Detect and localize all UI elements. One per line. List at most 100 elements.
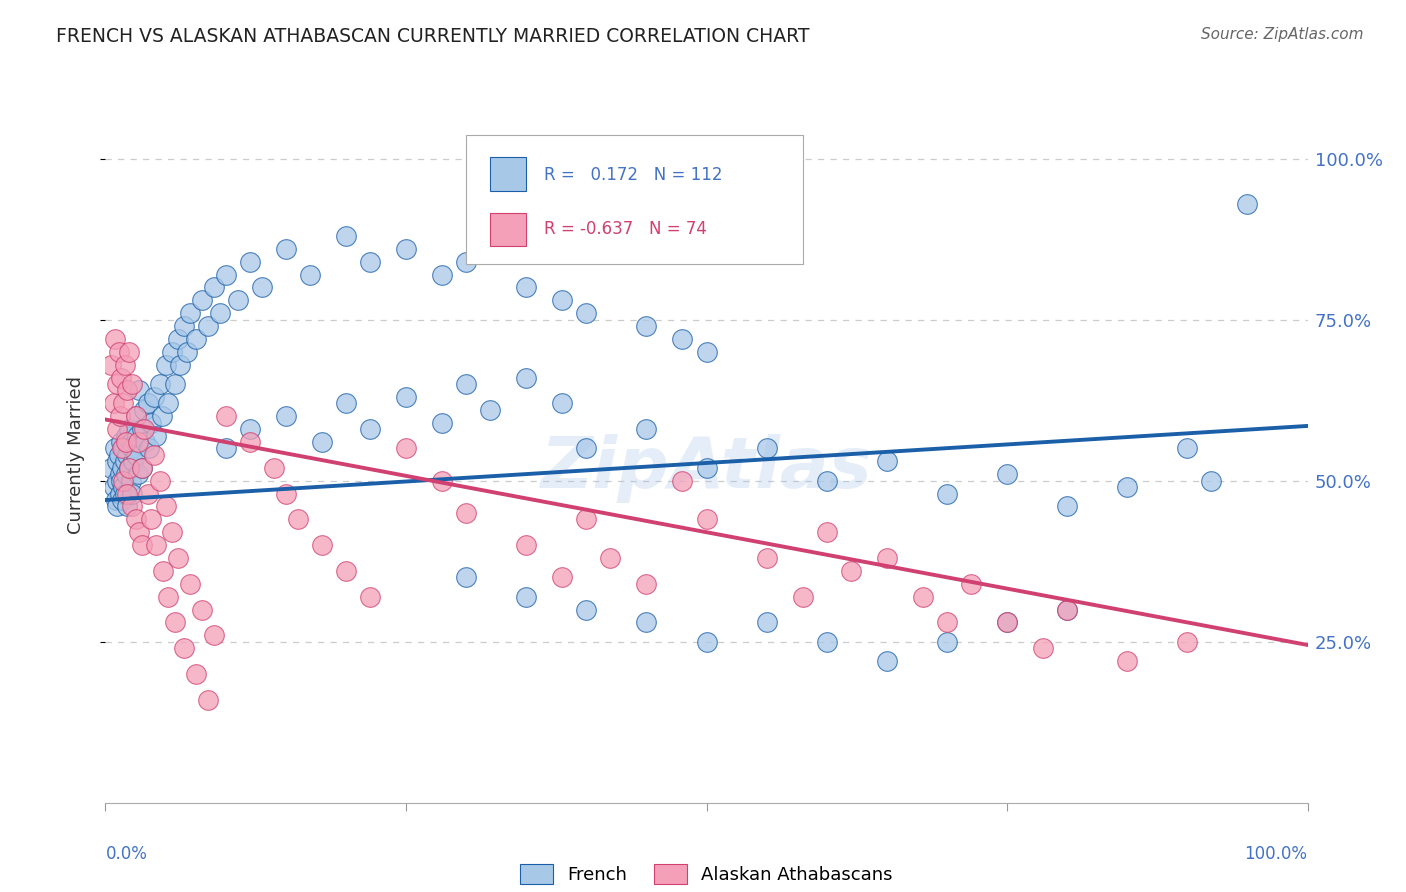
Point: [112, 474, 135, 488]
Point: [148, 377, 170, 392]
Point: [136, 396, 159, 410]
Text: FRENCH VS ALASKAN ATHABASCAN CURRENTLY MARRIED CORRELATION CHART: FRENCH VS ALASKAN ATHABASCAN CURRENTLY M…: [56, 27, 810, 45]
Point: [124, 409, 146, 424]
Point: [551, 570, 574, 584]
Point: [121, 377, 143, 392]
Point: [160, 344, 183, 359]
Point: [515, 280, 537, 294]
Point: [239, 422, 262, 436]
Point: [139, 512, 162, 526]
Point: [179, 306, 201, 320]
Point: [696, 344, 718, 359]
Point: [1116, 654, 1139, 668]
Point: [128, 384, 150, 398]
Point: [792, 590, 814, 604]
Point: [115, 428, 138, 442]
Point: [876, 454, 898, 468]
Point: [138, 442, 160, 456]
Point: [114, 486, 136, 500]
Point: [274, 409, 297, 424]
Point: [214, 409, 236, 424]
Point: [107, 377, 129, 392]
Point: [134, 435, 156, 450]
Point: [755, 442, 778, 456]
Point: [110, 370, 132, 384]
Point: [214, 268, 236, 282]
Point: [395, 442, 418, 456]
Point: [995, 467, 1018, 482]
Point: [454, 570, 477, 584]
Point: [104, 332, 127, 346]
Point: [112, 480, 135, 494]
Point: [166, 332, 188, 346]
Point: [107, 422, 129, 436]
Y-axis label: Currently Married: Currently Married: [66, 376, 84, 534]
Point: [395, 390, 418, 404]
Point: [454, 377, 477, 392]
Point: [995, 615, 1018, 630]
FancyBboxPatch shape: [491, 213, 526, 246]
Point: [696, 634, 718, 648]
Point: [114, 454, 136, 468]
Point: [454, 254, 477, 268]
Point: [131, 538, 153, 552]
Point: [173, 319, 195, 334]
Point: [515, 590, 537, 604]
Point: [876, 551, 898, 566]
Point: [156, 590, 179, 604]
Point: [202, 280, 225, 294]
Point: [118, 460, 141, 475]
Point: [960, 576, 983, 591]
Point: [515, 370, 537, 384]
Point: [121, 500, 143, 514]
Point: [815, 525, 838, 540]
Point: [100, 358, 122, 372]
Point: [359, 254, 381, 268]
Point: [755, 615, 778, 630]
Point: [239, 435, 262, 450]
Point: [287, 512, 309, 526]
Point: [118, 422, 141, 436]
Point: [111, 442, 134, 456]
Point: [176, 344, 198, 359]
FancyBboxPatch shape: [465, 135, 803, 263]
Point: [1175, 634, 1198, 648]
FancyBboxPatch shape: [491, 157, 526, 191]
Point: [815, 634, 838, 648]
Point: [128, 525, 150, 540]
Point: [114, 358, 136, 372]
Point: [1175, 442, 1198, 456]
Point: [430, 268, 453, 282]
Point: [121, 442, 143, 456]
Point: [160, 525, 183, 540]
Point: [125, 428, 148, 442]
Point: [335, 228, 357, 243]
Point: [165, 615, 187, 630]
Point: [110, 435, 132, 450]
Point: [1201, 474, 1223, 488]
Point: [911, 590, 934, 604]
Point: [671, 474, 693, 488]
Point: [103, 480, 125, 494]
Point: [118, 344, 141, 359]
Point: [166, 551, 188, 566]
Point: [127, 467, 149, 482]
Point: [1236, 196, 1258, 211]
Point: [636, 615, 658, 630]
Point: [575, 442, 598, 456]
Point: [250, 280, 273, 294]
Point: [131, 460, 153, 475]
Point: [115, 486, 138, 500]
Point: [152, 564, 174, 578]
Point: [136, 486, 159, 500]
Point: [671, 332, 693, 346]
Point: [551, 293, 574, 308]
Point: [155, 500, 177, 514]
Point: [103, 396, 125, 410]
Point: [173, 641, 195, 656]
Point: [311, 538, 333, 552]
Point: [311, 435, 333, 450]
Point: [179, 576, 201, 591]
Point: [359, 590, 381, 604]
Point: [100, 460, 122, 475]
